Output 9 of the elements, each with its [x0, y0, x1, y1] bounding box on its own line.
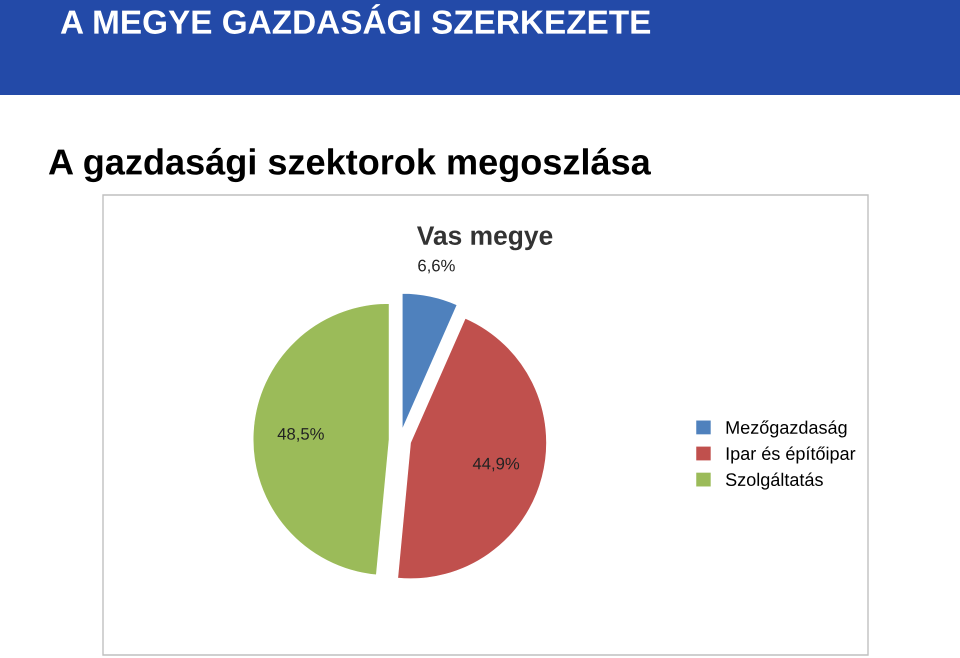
chart-title: A MEGYE GAZDASÁGI SZERKEZETE — [60, 4, 650, 34]
data-label: 6,6% — [418, 260, 455, 274]
text: Vas megye — [416, 226, 552, 250]
data-label: 48,5% — [278, 428, 324, 442]
chart-subtitle: A gazdasági szektorok megoszlása — [48, 148, 651, 182]
legend-label: Mezőgazdaság — [726, 420, 846, 438]
legend-label: Ipar és építőipar — [726, 446, 856, 464]
data-label: 44,9% — [472, 458, 520, 472]
legend-label: Szolgáltatás — [726, 472, 823, 490]
